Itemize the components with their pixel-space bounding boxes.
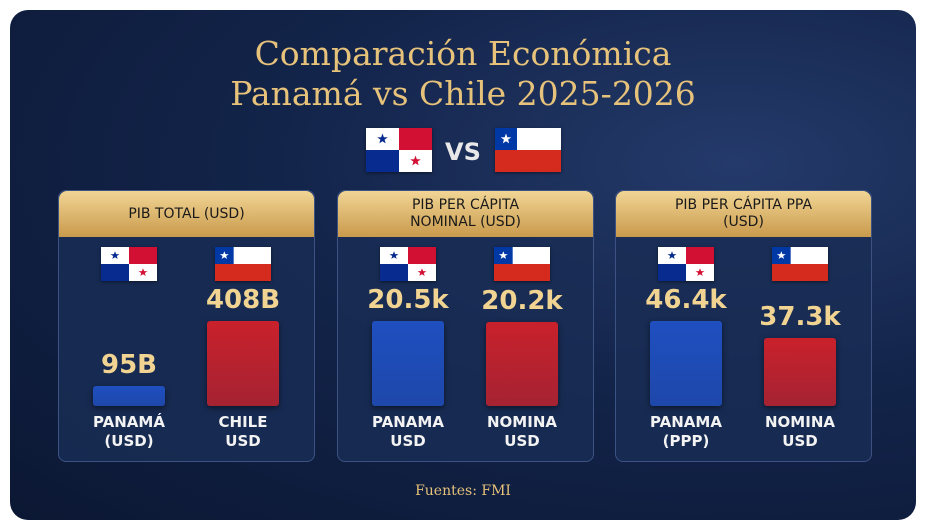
- value-label: 46.4k: [645, 285, 727, 315]
- chart-panel: PIB PER CÁPITA NOMINAL (USD) 20.5k PANAMA …: [337, 190, 594, 462]
- value-label: 408B: [205, 285, 281, 315]
- bar: [486, 322, 558, 406]
- source: Fuentes: FMI: [415, 483, 511, 499]
- category-label: NOMINA USD: [765, 413, 835, 450]
- category-label: PANAMA (PPP): [650, 413, 722, 450]
- chile-flag: [772, 247, 828, 281]
- panel-title: PIB PER CÁPITA NOMINAL (USD): [338, 191, 593, 237]
- category-label: PANAMÁ (USD): [93, 413, 165, 450]
- category-label: PANAMA USD: [372, 413, 444, 450]
- bar: [650, 321, 722, 406]
- title-line: Comparación Económica: [254, 34, 672, 73]
- chile-flag: [494, 247, 550, 281]
- value-label: 95B: [101, 350, 157, 381]
- bar: [207, 321, 279, 406]
- chile-flag: [495, 128, 561, 172]
- panel-title: PIB PER CÁPITA PPA (USD): [616, 191, 871, 237]
- panama-flag: [658, 247, 714, 281]
- bar: [93, 386, 165, 406]
- chart-panel: PIB PER CÁPITA PPA (USD) 46.4k PANAMA (PPP…: [615, 190, 872, 462]
- vs-label: VS: [445, 138, 481, 166]
- panama-flag: [366, 128, 432, 172]
- chart-panel: PIB TOTAL (USD) 95B PANAMÁ (USD) 408B CHILE …: [58, 190, 315, 462]
- infographic: Comparación Económica Panamá vs Chile 20…: [10, 10, 916, 520]
- value-label: 37.3k: [759, 301, 841, 332]
- panel-title: PIB TOTAL (USD): [59, 191, 314, 237]
- chile-flag: [215, 247, 271, 281]
- category-label: CHILE USD: [218, 413, 268, 450]
- bar: [372, 321, 444, 406]
- bar: [764, 337, 836, 406]
- panama-flag: [101, 247, 157, 281]
- value-label: 20.2k: [481, 286, 563, 317]
- category-label: NOMINA USD: [487, 413, 557, 450]
- panama-flag: [380, 247, 436, 281]
- value-label: 20.5k: [367, 285, 449, 315]
- title-line: Panamá vs Chile 2025-2026: [230, 74, 696, 113]
